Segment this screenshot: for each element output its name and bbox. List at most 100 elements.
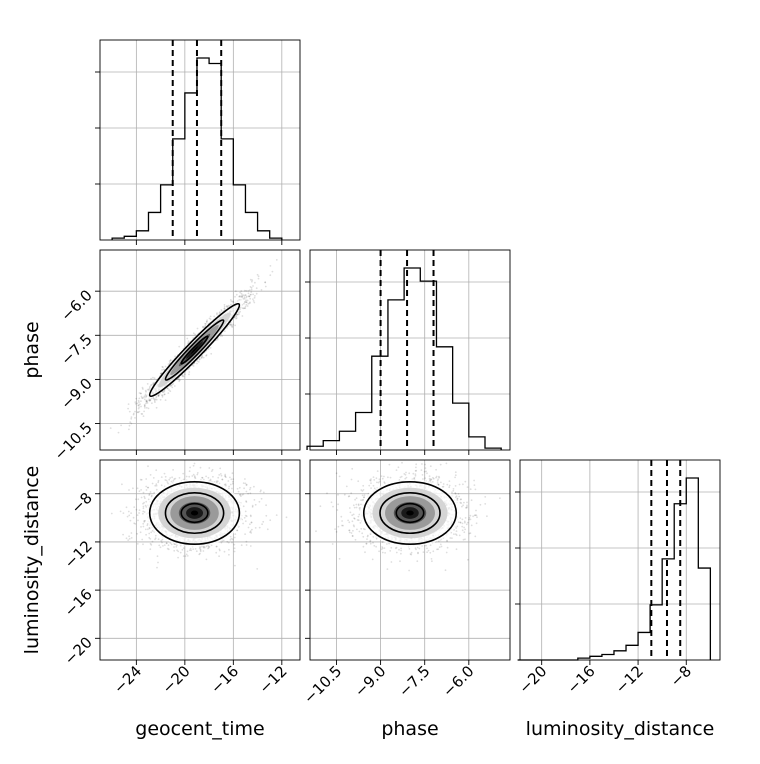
scatter-point <box>219 311 221 313</box>
phase-ytick-label: −9.0 <box>57 375 95 413</box>
scatter-point <box>130 418 132 420</box>
scatter-point <box>138 411 140 413</box>
scatter-point <box>174 356 176 358</box>
scatter-point <box>210 347 212 349</box>
scatter-point <box>187 551 189 553</box>
scatter-point <box>212 476 214 478</box>
scatter-point <box>217 339 219 341</box>
scatter-point <box>128 429 130 431</box>
scatter-point <box>228 305 230 307</box>
scatter-point <box>171 387 173 389</box>
scatter-point <box>172 469 174 471</box>
luminosity_distance-ytick-label: −8 <box>67 489 95 517</box>
scatter-point <box>243 303 245 305</box>
scatter-point <box>272 271 274 273</box>
scatter-point <box>208 348 210 350</box>
scatter-point <box>257 274 259 276</box>
scatter-point <box>276 514 278 516</box>
scatter-point <box>139 509 141 511</box>
scatter-point <box>198 554 200 556</box>
scatter-point <box>144 407 146 409</box>
scatter-point <box>224 304 226 306</box>
scatter-point <box>188 340 190 342</box>
scatter-point <box>133 414 135 416</box>
scatter-point <box>129 411 131 413</box>
scatter-point <box>269 274 271 276</box>
scatter-point <box>183 547 185 549</box>
scatter-point <box>161 394 163 396</box>
scatter-point <box>258 278 260 280</box>
scatter-point <box>245 483 247 485</box>
scatter-point <box>148 533 150 535</box>
scatter-point <box>221 475 223 477</box>
scatter-point <box>234 565 236 567</box>
scatter-point <box>173 550 175 552</box>
scatter-point <box>141 413 143 415</box>
scatter-point <box>164 544 166 546</box>
scatter-point <box>252 298 254 300</box>
scatter-point <box>151 402 153 404</box>
scatter-point <box>129 425 131 427</box>
scatter-point <box>161 369 163 371</box>
scatter-point <box>140 406 142 408</box>
scatter-point <box>267 528 269 530</box>
scatter-point <box>127 539 129 541</box>
scatter-point <box>219 468 221 470</box>
scatter-point <box>165 399 167 401</box>
scatter-point <box>265 504 267 506</box>
scatter-point <box>150 531 152 533</box>
scatter-point <box>147 523 149 525</box>
scatter-point <box>131 416 133 418</box>
scatter-point <box>141 479 143 481</box>
scatter-point <box>216 546 218 548</box>
scatter-point <box>239 292 241 294</box>
scatter-point <box>174 478 176 480</box>
scatter-point <box>199 359 201 361</box>
scatter-point <box>155 535 157 537</box>
scatter-point <box>158 480 160 482</box>
scatter-point <box>221 335 223 337</box>
scatter-point <box>206 319 208 321</box>
scatter-point <box>139 558 141 560</box>
scatter-point <box>182 549 184 551</box>
scatter-point <box>222 479 224 481</box>
scatter-point <box>230 324 232 326</box>
scatter-point <box>208 547 210 549</box>
scatter-point <box>148 499 150 501</box>
scatter-point <box>143 526 145 528</box>
scatter-point <box>179 379 181 381</box>
scatter-point <box>163 369 165 371</box>
scatter-point <box>173 480 175 482</box>
scatter-point <box>142 513 144 515</box>
scatter-point <box>146 400 148 402</box>
scatter-point <box>230 299 232 301</box>
scatter-point <box>148 408 150 410</box>
scatter-point <box>237 488 239 490</box>
scatter-point <box>142 543 144 545</box>
scatter-point <box>212 469 214 471</box>
scatter-point <box>265 286 267 288</box>
scatter-point <box>240 495 242 497</box>
scatter-point <box>208 467 210 469</box>
scatter-point <box>255 527 257 529</box>
scatter-point <box>128 535 130 537</box>
scatter-point <box>247 303 249 305</box>
scatter-point <box>137 411 139 413</box>
scatter-point <box>186 554 188 556</box>
scatter-point <box>249 298 251 300</box>
scatter-point <box>157 481 159 483</box>
scatter-point <box>244 517 246 519</box>
scatter-point <box>168 389 170 391</box>
scatter-point <box>261 289 263 291</box>
scatter-point <box>243 294 245 296</box>
scatter-point <box>178 346 180 348</box>
luminosity_distance-xtick-label: −12 <box>612 662 647 697</box>
scatter-point <box>261 523 263 525</box>
scatter-point <box>196 363 198 365</box>
scatter-point <box>235 290 237 292</box>
scatter-point <box>256 287 258 289</box>
scatter-point <box>245 520 247 522</box>
scatter-point <box>128 403 130 405</box>
scatter-point <box>129 538 131 540</box>
